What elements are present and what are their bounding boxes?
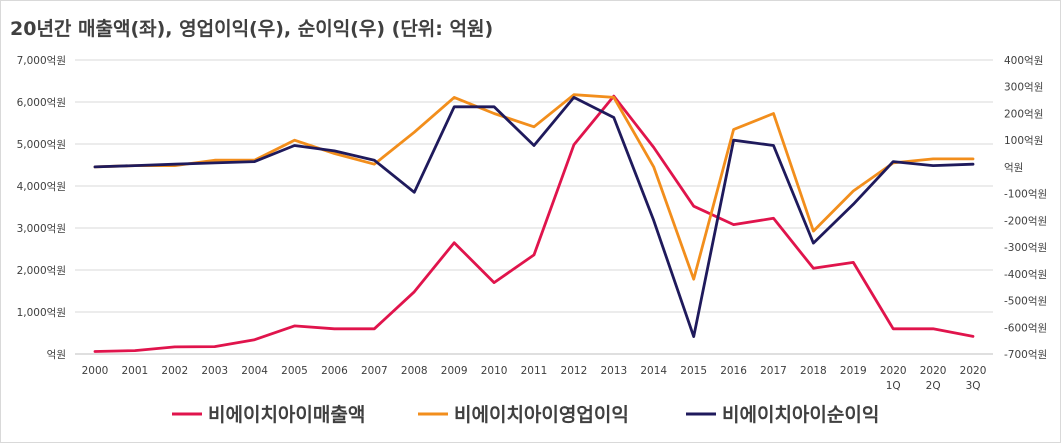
right-axis-tick-label: -300억원 <box>1004 242 1047 254</box>
series-line-3 <box>93 96 975 339</box>
x-axis-tick-label: 2019 <box>840 365 867 377</box>
x-axis-tick-label: 2002 <box>161 365 188 377</box>
left-axis-tick-label: 7,000억원 <box>17 55 66 67</box>
right-axis-tick-label: 억원 <box>1004 162 1023 174</box>
right-axis-tick-label: -500억원 <box>1004 296 1047 308</box>
left-axis-tick-label: 1,000억원 <box>17 307 66 319</box>
x-axis-tick-label: 2011 <box>521 365 548 377</box>
x-axis-tick-label: 2003 <box>201 365 228 377</box>
left-axis-tick-label: 3,000억원 <box>17 223 66 235</box>
x-axis-tick-label: 2006 <box>321 365 348 377</box>
x-axis-tick-label: 2000 <box>82 365 109 377</box>
right-axis-tick-label: 200억원 <box>1004 108 1043 120</box>
x-axis-tick-label: 2007 <box>361 365 388 377</box>
right-axis-tick-label: 100억원 <box>1004 135 1043 147</box>
x-axis-tick-label: 2014 <box>640 365 667 377</box>
x-axis-tick-label: 2020 <box>880 365 907 377</box>
right-axis-tick-label: 400억원 <box>1004 55 1043 67</box>
left-axis-tick-label: 4,000억원 <box>17 181 66 193</box>
left-axis-tick-label: 6,000억원 <box>17 97 66 109</box>
x-axis-tick-label: 1Q <box>886 380 901 392</box>
x-axis-tick-label: 2005 <box>281 365 308 377</box>
series-line-1 <box>93 94 975 353</box>
x-axis-tick-label: 2017 <box>760 365 787 377</box>
legend-label: 비에이치아이매출액 <box>208 404 365 426</box>
chart-title: 20년간 매출액(좌), 영업이익(우), 순이익(우) (단위: 억원) <box>10 18 494 40</box>
left-axis-tick-label: 5,000억원 <box>17 139 66 151</box>
x-axis-tick-label: 2012 <box>561 365 588 377</box>
right-axis-tick-label: -400억원 <box>1004 269 1047 281</box>
right-axis-tick-label: -100억원 <box>1004 189 1047 201</box>
x-axis-tick-label: 2010 <box>481 365 508 377</box>
x-axis-tick-label: 2008 <box>401 365 428 377</box>
left-axis-tick-label: 2,000억원 <box>17 265 66 277</box>
x-axis-tick-label: 2001 <box>122 365 149 377</box>
x-axis-tick-label: 2020 <box>920 365 947 377</box>
legend-label: 비에이치아이순이익 <box>722 404 879 426</box>
x-axis-tick-label: 2013 <box>600 365 627 377</box>
x-axis-tick-label: 2004 <box>241 365 268 377</box>
legend-label: 비에이치아이영업이익 <box>454 404 629 426</box>
x-axis-tick-label: 3Q <box>966 380 981 392</box>
right-axis-tick-label: 300억원 <box>1004 82 1043 94</box>
left-axis-tick-label: 억원 <box>47 349 66 361</box>
right-axis-tick-label: -200억원 <box>1004 215 1047 227</box>
series-line-2 <box>93 93 975 281</box>
x-axis-tick-label: 2018 <box>800 365 827 377</box>
x-axis-tick-label: 2016 <box>720 365 747 377</box>
right-axis-tick-label: -600억원 <box>1004 322 1047 334</box>
right-axis-tick-label: -700억원 <box>1004 349 1047 361</box>
x-axis-tick-label: 2009 <box>441 365 468 377</box>
x-axis-tick-label: 2Q <box>926 380 941 392</box>
x-axis-tick-label: 2015 <box>680 365 707 377</box>
x-axis-tick-label: 2020 <box>960 365 987 377</box>
